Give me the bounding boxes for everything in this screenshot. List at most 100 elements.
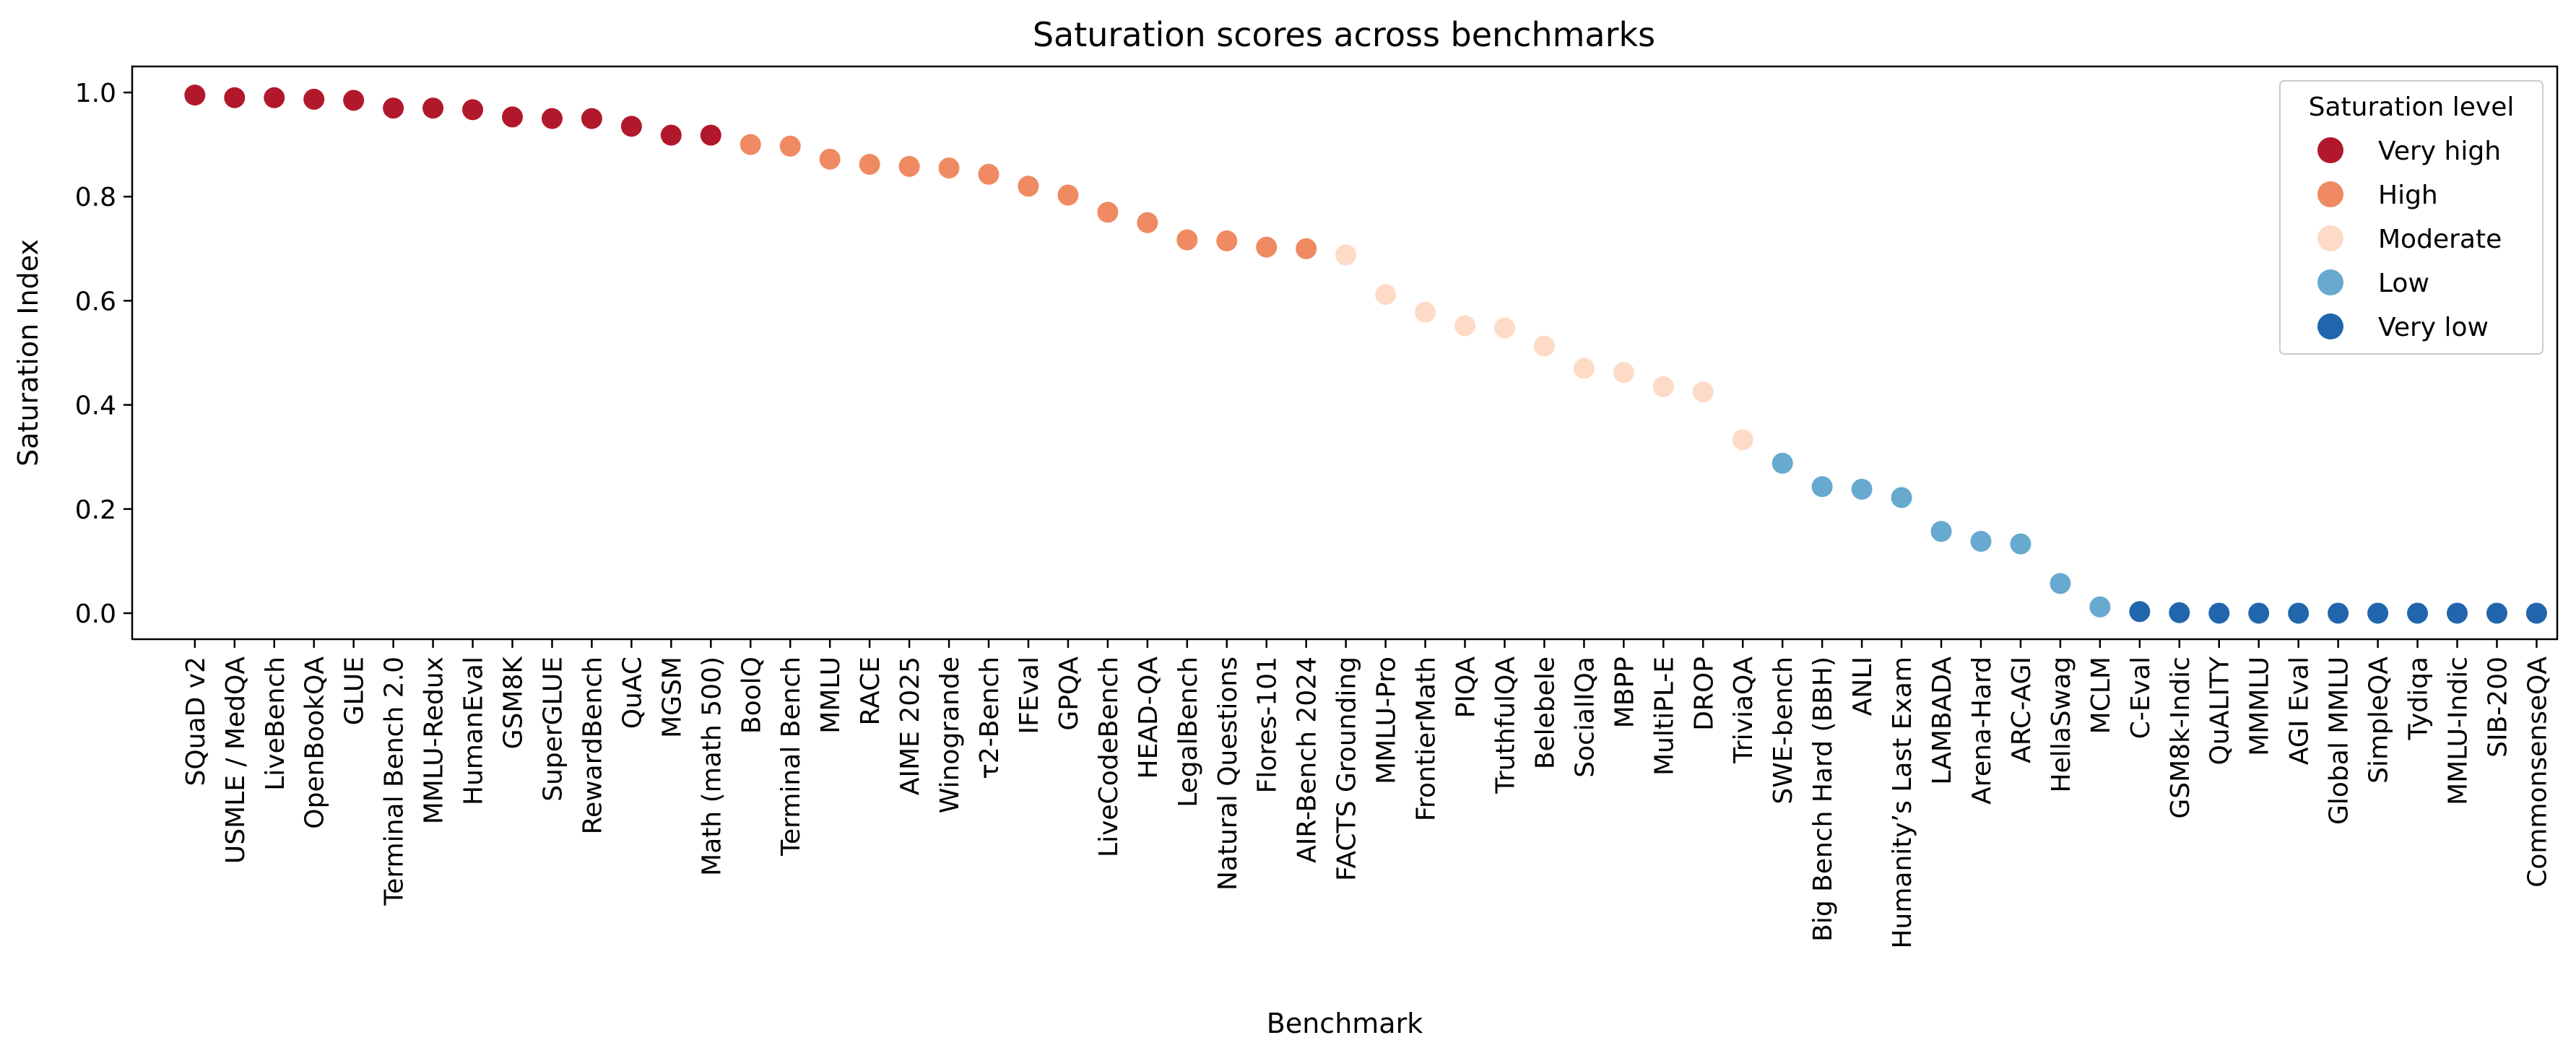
- data-point: [502, 106, 524, 128]
- data-point: [2129, 601, 2151, 623]
- data-point: [1732, 429, 1753, 451]
- x-tick-label: ANLI: [1848, 657, 1878, 716]
- x-tick-label: LAMBADA: [1927, 657, 1957, 785]
- x-axis-label: Benchmark: [1267, 1008, 1423, 1039]
- data-point: [740, 134, 761, 155]
- data-point: [1613, 362, 1634, 384]
- x-tick-label: Winogrande: [935, 657, 965, 813]
- x-tick-label: HellaSwag: [2047, 657, 2076, 793]
- y-tick-label: 0.4: [75, 391, 116, 421]
- data-point: [620, 116, 642, 137]
- x-tick-label: Arena-Hard: [1967, 657, 1997, 805]
- x-tick-label: MMMLU: [2245, 657, 2275, 756]
- x-tick-label: SuperGLUE: [538, 657, 568, 802]
- legend-label: Moderate: [2378, 225, 2502, 254]
- data-point: [2328, 602, 2349, 624]
- legend: Saturation level Very high High Moderate Lo…: [2279, 80, 2544, 355]
- data-point: [2050, 573, 2071, 594]
- x-tick-label: Terminal Bench: [776, 657, 806, 857]
- data-point: [184, 85, 206, 106]
- data-point: [422, 98, 444, 119]
- x-tick-label: IFEval: [1015, 657, 1044, 734]
- x-tick-label: Terminal Bench 2.0: [380, 657, 409, 906]
- y-axis-label: Saturation Index: [12, 239, 44, 467]
- data-point: [2169, 602, 2190, 623]
- x-tick-label: MMLU-Redux: [420, 657, 449, 824]
- legend-marker: [2317, 269, 2343, 295]
- x-tick-label: MMLU-Pro: [1372, 657, 1402, 784]
- x-tick-label: RewardBench: [578, 657, 607, 834]
- x-tick-label: DROP: [1689, 657, 1719, 731]
- y-tick-label: 1.0: [75, 79, 116, 108]
- data-point: [1930, 521, 1952, 542]
- x-tick-label: TriviaQA: [1729, 657, 1758, 764]
- x-tick-label: MMLU: [816, 657, 846, 734]
- data-point: [303, 88, 325, 110]
- data-point: [2367, 602, 2389, 624]
- x-tick-label: PIQA: [1452, 657, 1481, 719]
- data-point: [978, 163, 999, 185]
- data-point: [1891, 487, 1912, 508]
- y-axis: 0.0 0.2 0.4 0.6 0.8 1.0: [75, 79, 132, 629]
- data-point: [541, 108, 563, 129]
- legend-marker: [2317, 137, 2343, 163]
- data-point: [462, 99, 484, 121]
- x-tick-label: SQuaD v2: [181, 657, 211, 786]
- legend-marker: [2317, 313, 2343, 339]
- x-tick-label: MultiPL-E: [1649, 657, 1679, 776]
- x-tick-label: TruthfulQA: [1491, 657, 1520, 794]
- data-point: [224, 87, 246, 108]
- x-tick-label: LegalBench: [1174, 657, 1203, 807]
- data-point: [2525, 602, 2547, 624]
- data-point: [1057, 184, 1079, 206]
- data-point: [2288, 602, 2310, 624]
- data-point: [779, 135, 801, 157]
- x-tick-label: Belebele: [1530, 657, 1560, 769]
- x-tick-label: FACTS Grounding: [1332, 657, 1362, 881]
- data-point: [700, 124, 721, 146]
- data-point: [1652, 376, 1674, 397]
- x-tick-label: GSM8K: [499, 656, 529, 750]
- data-point: [264, 87, 285, 108]
- legend-box: [2279, 80, 2544, 355]
- x-tick-label: SIB-200: [2483, 657, 2512, 758]
- x-tick-label: ARC-AGI: [2007, 657, 2037, 763]
- data-point: [1137, 212, 1158, 233]
- x-tick-label: Natural Questions: [1213, 657, 1243, 891]
- x-tick-label: MGSM: [657, 657, 687, 738]
- x-tick-label: Global MMLU: [2325, 657, 2354, 825]
- y-tick-label: 0.0: [75, 599, 116, 629]
- data-point: [1375, 284, 1397, 306]
- x-tick-label: C-Eval: [2126, 657, 2156, 739]
- x-tick-label: MBPP: [1610, 657, 1639, 728]
- x-tick-label: SWE-bench: [1769, 657, 1798, 805]
- x-tick-label: AIR-Bench 2024: [1293, 657, 1322, 863]
- x-tick-label: HEAD-QA: [1134, 657, 1163, 779]
- x-tick-label: AIME 2025: [895, 657, 925, 795]
- data-point: [1692, 381, 1714, 403]
- legend-title: Saturation level: [2309, 92, 2515, 122]
- legend-entries: Very high High Moderate Low Very low: [2317, 137, 2502, 342]
- x-tick-label: Flores-101: [1253, 657, 1283, 793]
- x-tick-label: OpenBookQA: [300, 657, 330, 829]
- y-tick-label: 0.2: [75, 495, 116, 525]
- x-tick-label: SimpleQA: [2364, 657, 2394, 784]
- x-tick-label: LiveCodeBench: [1094, 657, 1124, 857]
- data-point: [2447, 602, 2468, 624]
- data-point: [660, 124, 682, 146]
- data-point: [1493, 317, 1515, 339]
- data-point: [1256, 236, 1278, 258]
- x-tick-label: Humanity’s Last Exam: [1888, 657, 1917, 949]
- x-tick-label: GPQA: [1054, 657, 1084, 731]
- data-point: [1970, 530, 1992, 552]
- data-point: [898, 155, 920, 177]
- legend-label: High: [2378, 181, 2438, 210]
- x-tick-label: QuAC: [617, 657, 647, 729]
- data-point: [1415, 301, 1436, 323]
- legend-marker: [2317, 181, 2343, 207]
- y-tick-label: 0.6: [75, 287, 116, 316]
- data-points: [184, 85, 2547, 624]
- data-point: [1097, 202, 1119, 223]
- legend-label: Very low: [2378, 313, 2489, 342]
